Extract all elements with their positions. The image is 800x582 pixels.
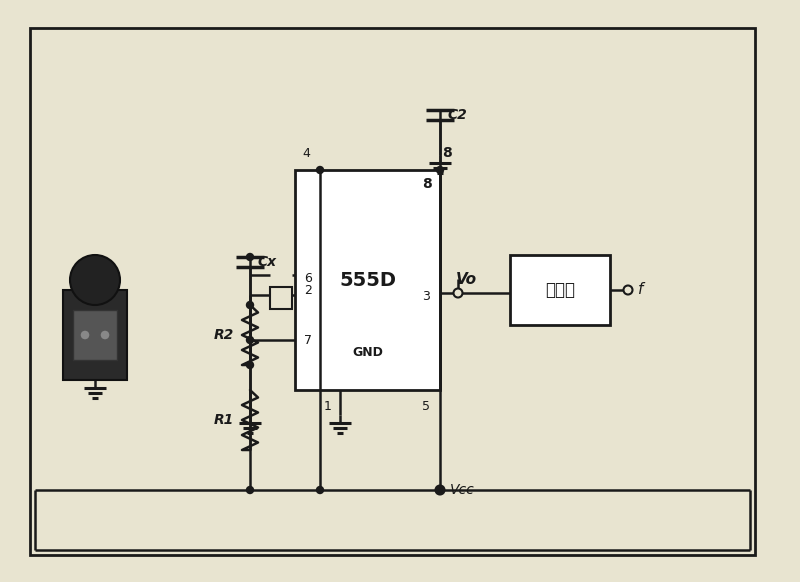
Bar (73, 310, 117, 360)
Circle shape (246, 487, 254, 494)
Circle shape (435, 485, 445, 495)
Circle shape (246, 301, 254, 308)
Circle shape (246, 361, 254, 368)
Bar (510, 255, 610, 325)
Circle shape (317, 166, 323, 173)
Circle shape (70, 255, 120, 305)
Text: Vcc: Vcc (450, 483, 474, 497)
Text: 2: 2 (304, 285, 312, 297)
Text: Vo: Vo (456, 271, 477, 286)
Circle shape (437, 166, 443, 173)
Text: 缓冲器: 缓冲器 (545, 281, 575, 299)
Bar (295, 170, 440, 390)
Text: 5: 5 (422, 400, 430, 413)
Bar (63, 290, 127, 380)
Text: R1: R1 (214, 413, 234, 427)
Text: GND: GND (352, 346, 383, 359)
Text: f: f (638, 282, 643, 297)
Text: 3: 3 (422, 290, 430, 303)
Text: 4: 4 (302, 147, 310, 160)
Circle shape (80, 330, 90, 340)
Bar (270, 287, 292, 309)
Circle shape (317, 487, 323, 494)
Circle shape (246, 254, 254, 261)
Text: 7: 7 (304, 333, 312, 346)
Circle shape (246, 336, 254, 343)
Text: 555D: 555D (339, 271, 396, 289)
Circle shape (454, 289, 462, 297)
Text: C2: C2 (448, 108, 468, 122)
Circle shape (623, 286, 633, 294)
Circle shape (437, 487, 443, 494)
Text: 8: 8 (422, 177, 432, 191)
Text: 8: 8 (442, 146, 452, 160)
Text: R2: R2 (214, 328, 234, 342)
Text: Cx: Cx (258, 255, 277, 269)
Circle shape (100, 330, 110, 340)
Text: 1: 1 (324, 400, 332, 413)
Text: 6: 6 (304, 272, 312, 286)
